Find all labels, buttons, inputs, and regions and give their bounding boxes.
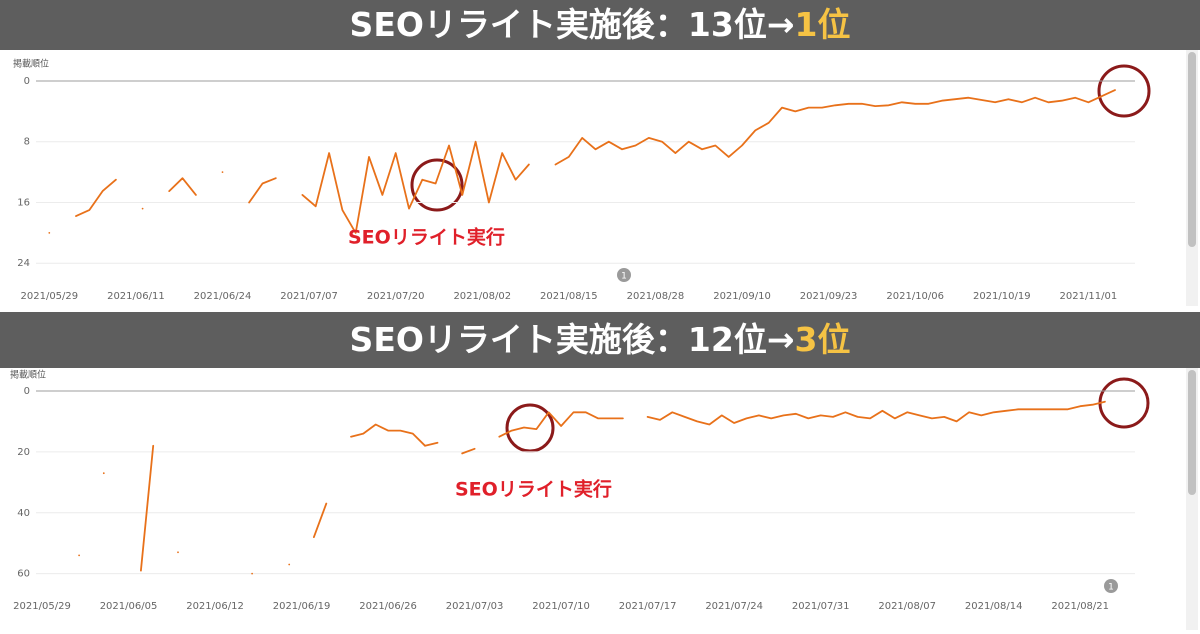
- x-tick-label: 2021/06/11: [107, 291, 165, 302]
- x-tick-label: 2021/08/07: [878, 601, 936, 612]
- y-tick-label: 8: [24, 137, 30, 148]
- x-tick-label: 2021/10/19: [973, 291, 1031, 302]
- title-highlight: 1位: [794, 5, 850, 44]
- annotation: SEOリライト実行: [455, 478, 612, 501]
- banner: [0, 0, 1200, 50]
- x-tick-label: 2021/07/24: [705, 601, 763, 612]
- highlight-circle: [1097, 64, 1151, 118]
- banner: [0, 312, 1200, 368]
- x-tick-label: 2021/09/10: [713, 291, 771, 302]
- x-tick-label: 2021/05/29: [21, 291, 79, 302]
- x-tick-label: 2021/08/14: [965, 601, 1023, 612]
- y-axis-label: 掲載順位: [10, 369, 46, 381]
- y-tick-label: 0: [24, 76, 30, 87]
- x-tick-label: 2021/06/19: [273, 601, 331, 612]
- x-tick-label: 2021/11/01: [1060, 291, 1118, 302]
- highlight-circle: [410, 158, 464, 212]
- x-tick-label: 2021/10/06: [886, 291, 944, 302]
- y-tick-label: 20: [17, 447, 30, 458]
- x-tick-label: 2021/06/26: [359, 601, 417, 612]
- badge: [617, 268, 631, 282]
- y-axis-label: 掲載順位: [13, 58, 49, 70]
- annotation: SEOリライト実行: [348, 226, 505, 249]
- x-tick-label: 2021/08/28: [627, 291, 685, 302]
- x-tick-label: 2021/07/20: [367, 291, 425, 302]
- y-tick-label: 40: [17, 508, 30, 519]
- scrollbar-thumb: [1188, 370, 1196, 495]
- line: [78, 400, 1106, 575]
- x-tick-label: 2021/06/24: [194, 291, 252, 302]
- banner-title: SEOリライト実施後：13位→1位: [350, 5, 851, 44]
- x-tick-label: 2021/07/07: [280, 291, 338, 302]
- x-tick-label: 2021/08/15: [540, 291, 598, 302]
- y-tick-label: 24: [17, 258, 30, 269]
- x-tick-label: 2021/06/05: [100, 601, 158, 612]
- x-tick-label: 2021/08/02: [453, 291, 511, 302]
- y-tick-label: 0: [24, 386, 30, 397]
- badge: [1104, 579, 1118, 593]
- x-tick-label: 2021/08/21: [1051, 601, 1109, 612]
- y-tick-label: 60: [17, 569, 30, 580]
- y-tick-label: 16: [17, 197, 30, 208]
- highlight-circle: [505, 403, 555, 453]
- x-tick-label: 2021/07/03: [446, 601, 504, 612]
- x-tick-label: 2021/05/29: [13, 601, 71, 612]
- x-tick-label: 2021/07/10: [532, 601, 590, 612]
- badge-label: 1: [1108, 583, 1114, 593]
- banner-title: SEOリライト実施後：12位→3位: [350, 320, 851, 359]
- scrollbar-thumb: [1188, 52, 1196, 247]
- line: [48, 89, 1116, 234]
- x-tick-label: 2021/07/31: [792, 601, 850, 612]
- x-tick-label: 2021/06/12: [186, 601, 244, 612]
- title: SEOリライト実施後：12位→: [350, 320, 795, 359]
- badge-label: 1: [621, 272, 627, 282]
- x-tick-label: 2021/09/23: [800, 291, 858, 302]
- x-tick-label: 2021/07/17: [619, 601, 677, 612]
- title-highlight: 3位: [794, 320, 850, 359]
- title: SEOリライト実施後：13位→: [350, 5, 795, 44]
